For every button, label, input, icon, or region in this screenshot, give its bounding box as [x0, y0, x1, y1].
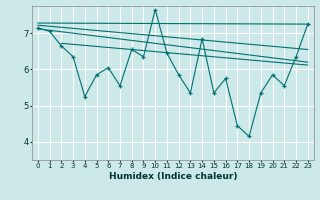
X-axis label: Humidex (Indice chaleur): Humidex (Indice chaleur)	[108, 172, 237, 181]
